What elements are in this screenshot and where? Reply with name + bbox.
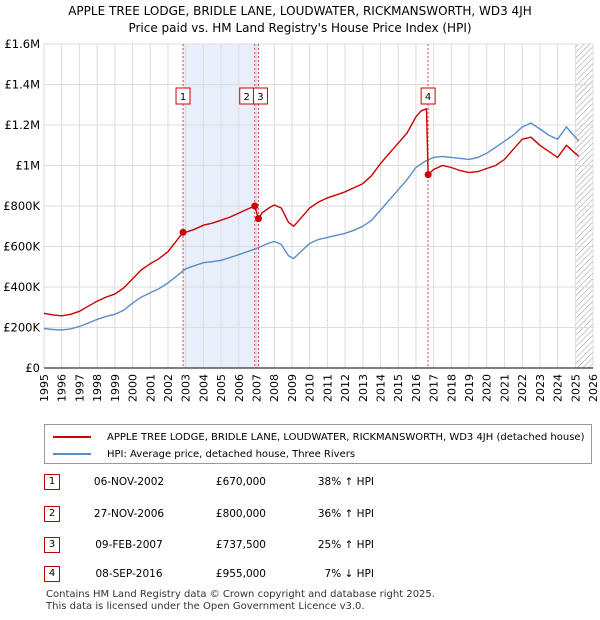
transaction-marker-box: 1 [175,87,191,105]
marker-box-label: 2 [244,92,250,103]
x-tick-label: 2018 [445,374,458,402]
transaction-point [424,171,432,179]
transaction-number: 1 [44,474,60,490]
transaction-marker-box: 3 [252,87,268,105]
marker-box-label: 3 [257,92,263,103]
y-tick-label: £1.2M [4,118,40,132]
x-tick-label: 2009 [286,374,299,402]
transaction-price: £955,000 [215,568,266,580]
legend-label-hpi: HPI: Average price, detached house, Thre… [107,448,356,460]
transaction-point [254,215,262,223]
x-tick-label: 2025 [569,374,582,402]
x-tick-label: 2020 [481,374,494,402]
x-tick-label: 1995 [38,374,51,402]
chart-legend: APPLE TREE LODGE, BRIDLE LANE, LOUDWATER… [44,424,592,464]
transaction-price: £800,000 [215,508,266,520]
series-line [43,122,580,331]
transaction-marker-box: 4 [420,87,436,105]
legend-label-property: APPLE TREE LODGE, BRIDLE LANE, LOUDWATER… [107,431,585,443]
x-tick-label: 2024 [552,374,565,402]
marker-box-label: 4 [425,92,431,103]
legend-swatch-blue [53,453,91,455]
x-tick-label: 2011 [321,374,334,402]
chart-title: APPLE TREE LODGE, BRIDLE LANE, LOUDWATER… [68,4,532,18]
x-tick-label: 2007 [251,374,264,402]
transaction-price: £670,000 [215,476,266,488]
x-tick-label: 2019 [463,374,476,402]
x-tick-label: 2022 [516,374,529,402]
transaction-number: 3 [44,537,60,553]
transaction-point [251,202,259,210]
legend-item-hpi: HPI: Average price, detached house, Thre… [53,446,355,462]
x-tick-label: 2015 [392,374,405,402]
transaction-date: 08-SEP-2016 [95,568,163,580]
x-tick-label: 2014 [374,374,387,402]
y-tick-label: £200K [3,321,40,335]
transaction-hpi: 38% ↑ HPI [317,476,374,488]
transaction-number: 4 [44,566,60,582]
x-tick-label: 2013 [357,374,370,402]
marker-box-frame [252,87,268,105]
transaction-point [179,228,187,236]
transaction-number: 2 [44,506,60,522]
footer-copyright: Contains HM Land Registry data © Crown c… [46,589,435,600]
legend-item-property: APPLE TREE LODGE, BRIDLE LANE, LOUDWATER… [53,429,584,445]
x-tick-label: 2010 [304,374,317,402]
x-tick-label: 2003 [180,374,193,402]
transaction-date: 06-NOV-2002 [93,476,165,488]
x-tick-label: 2016 [410,374,423,402]
transaction-date: 27-NOV-2006 [93,508,165,520]
transaction-marker-box: 2 [239,87,255,105]
x-tick-label: 2001 [144,374,157,402]
x-tick-label: 2006 [233,374,246,402]
marker-box-label: 1 [180,92,186,103]
transaction-hpi: 7% ↓ HPI [324,568,374,580]
x-tick-label: 2000 [127,374,140,402]
series-line [43,107,580,317]
legend-swatch-red [53,436,91,438]
x-tick-label: 2023 [534,374,547,402]
y-tick-label: £1M [15,159,40,173]
x-tick-label: 1996 [56,374,69,402]
y-tick-label: £1.4M [4,78,40,92]
x-tick-label: 2021 [498,374,511,402]
x-tick-label: 2005 [215,374,228,402]
marker-box-frame [420,87,436,105]
footer-licence: This data is licensed under the Open Gov… [46,601,365,612]
x-tick-label: 2012 [339,374,352,402]
x-tick-label: 2008 [268,374,281,402]
y-tick-label: £400K [3,280,40,294]
marker-box-frame [175,87,191,105]
x-tick-label: 2017 [428,374,441,402]
transaction-date: 09-FEB-2007 [95,539,163,551]
transaction-hpi: 36% ↑ HPI [317,508,374,520]
x-tick-label: 1999 [109,374,122,402]
transaction-hpi: 25% ↑ HPI [317,539,374,551]
y-tick-label: £600K [3,240,40,254]
x-tick-label: 1997 [73,374,86,402]
x-tick-label: 1998 [91,374,104,402]
y-tick-label: £800K [3,199,40,213]
x-tick-label: 2002 [162,374,175,402]
chart-subtitle: Price paid vs. HM Land Registry's House … [128,21,472,35]
y-tick-label: £0 [25,361,40,375]
transaction-price: £737,500 [215,539,266,551]
x-tick-label: 2026 [587,374,600,402]
y-tick-label: £1.6M [4,37,40,51]
x-tick-label: 2004 [197,374,210,402]
